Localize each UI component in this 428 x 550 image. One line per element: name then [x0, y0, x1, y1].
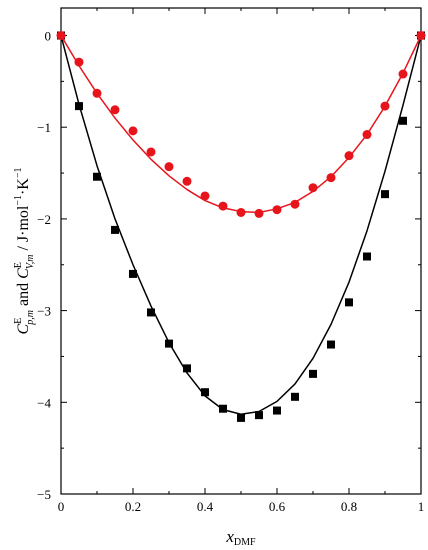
data-point-circle: [110, 105, 120, 115]
data-point-square: [291, 392, 299, 401]
data-point-circle: [272, 205, 282, 215]
y-tick-label: −4: [37, 395, 51, 410]
x-axis-title: xDMF: [225, 527, 256, 548]
y-title-and: and: [15, 279, 32, 310]
data-point-square: [381, 190, 389, 199]
y-title-c2-sub: V,m: [25, 255, 36, 270]
data-point-square: [255, 411, 263, 420]
data-point-circle: [416, 31, 426, 41]
data-point-square: [237, 413, 245, 422]
y-tick-label: −1: [37, 120, 51, 135]
data-point-circle: [290, 199, 300, 209]
fit-line-circle: [60, 35, 422, 214]
y-title-units-exp1: −1: [13, 195, 24, 206]
y-tick-label: −2: [37, 212, 51, 227]
x-axis-title-main: x: [225, 527, 234, 546]
y-title-c2: C: [15, 268, 32, 279]
y-title-c2-sup: E: [13, 262, 24, 268]
series-square: [57, 31, 425, 422]
data-point-square: [327, 340, 335, 349]
x-tick-label: 1: [418, 499, 425, 514]
data-point-square: [363, 252, 371, 261]
y-title-units-k: ·K: [15, 178, 32, 195]
y-tick-label: −3: [37, 304, 51, 319]
y-axis-title: CEp,m and CEV,m / J·mol−1·K−1: [13, 167, 36, 334]
data-point-circle: [380, 101, 390, 111]
data-point-circle: [254, 208, 264, 218]
data-point-circle: [218, 201, 228, 211]
data-point-circle: [92, 88, 102, 98]
data-point-circle: [146, 147, 156, 157]
x-axis-title-sub: DMF: [234, 537, 256, 548]
series-layer: [56, 31, 426, 422]
data-point-square: [273, 406, 281, 415]
y-title-units: / J·mol: [15, 205, 32, 254]
data-point-square: [345, 298, 353, 307]
data-point-circle: [236, 207, 246, 217]
data-point-square: [165, 339, 173, 348]
data-point-circle: [56, 31, 66, 41]
data-point-square: [75, 102, 83, 111]
ticks-layer: 0 0.2 0.4 0.6 0.8 1 0 −1 −2 −3 −4 −5: [37, 8, 424, 514]
data-point-square: [201, 388, 209, 397]
y-title-c1-sub: p,m: [25, 310, 36, 326]
data-point-circle: [164, 162, 174, 172]
data-point-square: [183, 364, 191, 373]
fit-line-square: [60, 35, 422, 415]
x-tick-label: 0.6: [269, 499, 286, 514]
x-tick-label: 0.2: [125, 499, 141, 514]
data-point-square: [399, 116, 407, 125]
y-tick-label: 0: [45, 29, 52, 44]
data-point-circle: [344, 151, 354, 161]
data-point-square: [129, 269, 137, 278]
x-tick-label: 0: [58, 499, 65, 514]
data-point-circle: [362, 130, 372, 140]
data-point-square: [219, 404, 227, 413]
x-tick-label: 0.4: [197, 499, 214, 514]
y-tick-label: −5: [37, 487, 51, 502]
data-point-circle: [398, 69, 408, 79]
data-point-square: [147, 308, 155, 317]
data-point-circle: [326, 173, 336, 183]
data-point-circle: [74, 57, 84, 67]
x-tick-label: 0.8: [341, 499, 357, 514]
data-point-circle: [182, 176, 192, 186]
data-point-circle: [200, 191, 210, 201]
data-point-square: [93, 172, 101, 181]
y-title-c1-sup: E: [13, 318, 24, 324]
data-point-square: [309, 369, 317, 378]
data-point-square: [111, 225, 119, 234]
data-point-circle: [308, 183, 318, 193]
y-title-units-exp2: −1: [13, 167, 24, 178]
data-point-circle: [128, 126, 138, 136]
series-circle: [56, 31, 426, 218]
y-title-c1: C: [15, 324, 32, 335]
